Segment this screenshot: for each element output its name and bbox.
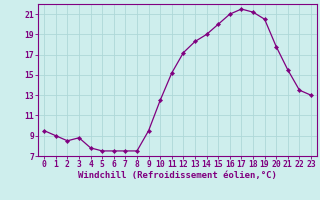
X-axis label: Windchill (Refroidissement éolien,°C): Windchill (Refroidissement éolien,°C) <box>78 171 277 180</box>
